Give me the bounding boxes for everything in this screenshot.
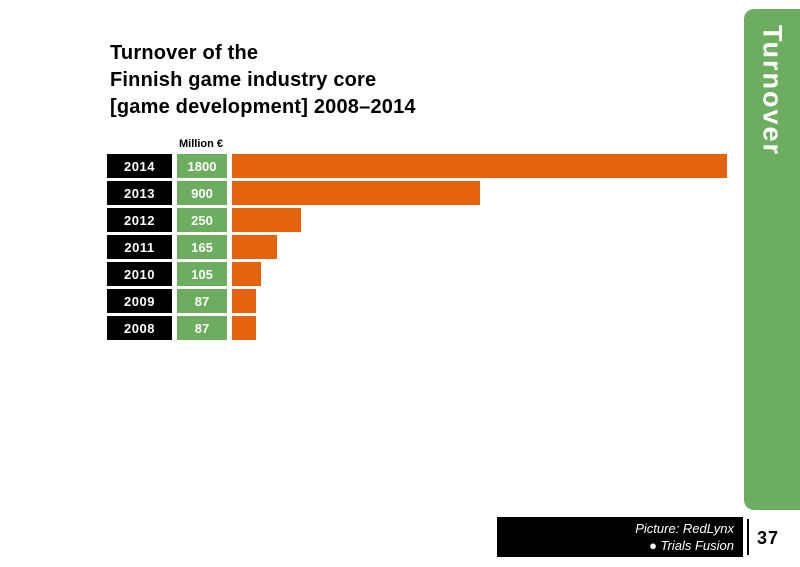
chart-rows: 2014 1800 2013 900 2012 250 2011 165 2010 105 2009…: [107, 154, 727, 340]
bar: [232, 235, 277, 259]
year-label: 2009: [107, 289, 172, 313]
year-label: 2011: [107, 235, 172, 259]
value-label: 87: [177, 316, 227, 340]
page-number: 37: [757, 528, 780, 548]
footer-divider: [747, 519, 749, 555]
section-tab-label: Turnover: [757, 25, 788, 157]
year-label: 2012: [107, 208, 172, 232]
bar: [232, 181, 480, 205]
chart-title-line-2: Finnish game industry core: [110, 69, 377, 91]
turnover-bar-chart: Million € 2014 1800 2013 900 2012 250 2011 165 2…: [107, 138, 727, 343]
bar: [232, 289, 256, 313]
chart-row: 2013 900: [107, 181, 727, 205]
credit-line-1: Picture: RedLynx: [635, 521, 734, 536]
chart-title-line-3: [game development] 2008–2014: [110, 96, 416, 118]
chart-row: 2009 87: [107, 289, 727, 313]
bar: [232, 208, 301, 232]
credit-bar: Picture: RedLynx ● Trials Fusion: [497, 517, 743, 557]
value-label: 105: [177, 262, 227, 286]
chart-row: 2012 250: [107, 208, 727, 232]
chart-row: 2014 1800: [107, 154, 727, 178]
chart-title: Turnover of the Finnish game industry co…: [110, 40, 416, 121]
value-label: 165: [177, 235, 227, 259]
value-label: 1800: [177, 154, 227, 178]
chart-row: 2011 165: [107, 235, 727, 259]
year-label: 2008: [107, 316, 172, 340]
bar: [232, 154, 727, 178]
year-label: 2013: [107, 181, 172, 205]
value-label: 87: [177, 289, 227, 313]
section-tab-turnover: Turnover: [744, 9, 800, 510]
value-label: 900: [177, 181, 227, 205]
value-label: 250: [177, 208, 227, 232]
year-label: 2014: [107, 154, 172, 178]
bar: [232, 316, 256, 340]
chart-title-line-1: Turnover of the: [110, 42, 259, 64]
year-label: 2010: [107, 262, 172, 286]
value-column-header: Million €: [179, 138, 223, 150]
credit-line-2: ● Trials Fusion: [649, 538, 734, 553]
chart-row: 2008 87: [107, 316, 727, 340]
chart-row: 2010 105: [107, 262, 727, 286]
bar: [232, 262, 261, 286]
